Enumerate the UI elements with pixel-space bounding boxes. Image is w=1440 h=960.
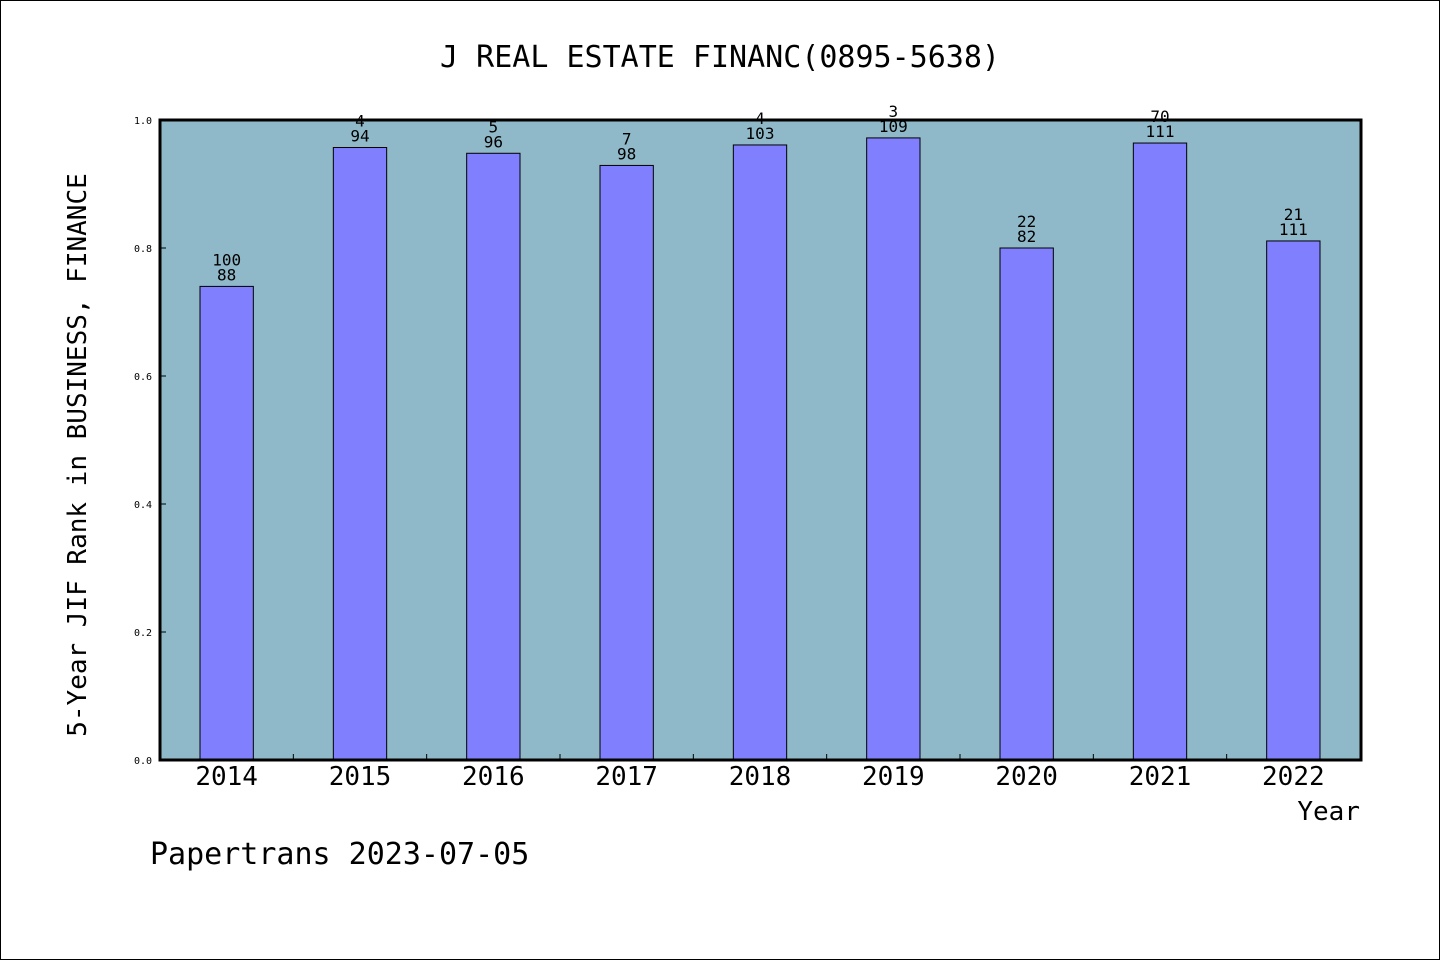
- bar-rank-label-2016: 5: [489, 117, 499, 136]
- bar-total-label-2021: 111: [1146, 122, 1175, 141]
- bar-rank-label-2020: 22: [1017, 212, 1036, 231]
- bar-total-label-2017: 98: [617, 144, 636, 163]
- y-tick-label: 0.6: [134, 372, 152, 383]
- bar-rank-label-2014: 100: [212, 250, 241, 269]
- x-tick-label-2019: 2019: [862, 762, 925, 792]
- y-tick-label: 1.0: [134, 116, 152, 127]
- x-tick-label-2021: 2021: [1129, 762, 1192, 792]
- y-tick-label: 0.2: [134, 628, 152, 639]
- bar-rank-label-2022: 21: [1284, 205, 1303, 224]
- bar-total-label-2018: 103: [746, 124, 775, 143]
- bar-2018: [732, 144, 788, 761]
- bar-2019: [866, 137, 921, 761]
- bar-total-label-2016: 96: [484, 132, 503, 151]
- bar-2015: [332, 147, 388, 761]
- bar-rank-label-2018: 4: [755, 109, 765, 128]
- x-tick-label-2017: 2017: [595, 762, 658, 792]
- plot-border: [158, 118, 1363, 762]
- x-tick-label-2015: 2015: [329, 762, 392, 792]
- bar-total-label-2015: 94: [350, 127, 369, 146]
- x-tick-label-2016: 2016: [462, 762, 525, 792]
- bar-total-label-2022: 111: [1279, 220, 1308, 239]
- x-tick-label-2014: 2014: [195, 762, 258, 792]
- x-tick-label-2020: 2020: [995, 762, 1058, 792]
- y-tick-label: 0.0: [134, 756, 152, 767]
- y-axis-label: 5-Year JIF Rank in BUSINESS, FINANCE: [63, 173, 93, 737]
- y-tick-label: 0.4: [134, 500, 152, 511]
- x-axis: 2014 2015 2016 2017 2018 2019 2020 2021 2022: [195, 754, 1325, 792]
- bar-total-label-2020: 82: [1017, 227, 1036, 246]
- x-tick-label-2022: 2022: [1262, 762, 1325, 792]
- footer-credit: Papertrans 2023-07-05: [150, 837, 529, 872]
- x-tick-label-2018: 2018: [729, 762, 792, 792]
- bar-2022: [1266, 240, 1321, 761]
- bars-group: [199, 137, 1321, 761]
- chart-title: J REAL ESTATE FINANC(0895-5638): [440, 40, 1000, 75]
- y-tick-label: 0.8: [134, 244, 152, 255]
- bar-2020: [999, 247, 1054, 761]
- bar-2016: [466, 152, 521, 761]
- x-axis-label: Year: [1297, 797, 1360, 827]
- bar-2017: [599, 164, 654, 761]
- bar-rank-label-2019: 3: [889, 102, 899, 121]
- bar-total-label-2019: 109: [879, 117, 908, 136]
- bar-2014: [199, 285, 254, 761]
- bar-rank-label-2017: 7: [622, 129, 632, 148]
- bar-total-label-2014: 88: [217, 265, 236, 284]
- bar-2021: [1132, 142, 1188, 761]
